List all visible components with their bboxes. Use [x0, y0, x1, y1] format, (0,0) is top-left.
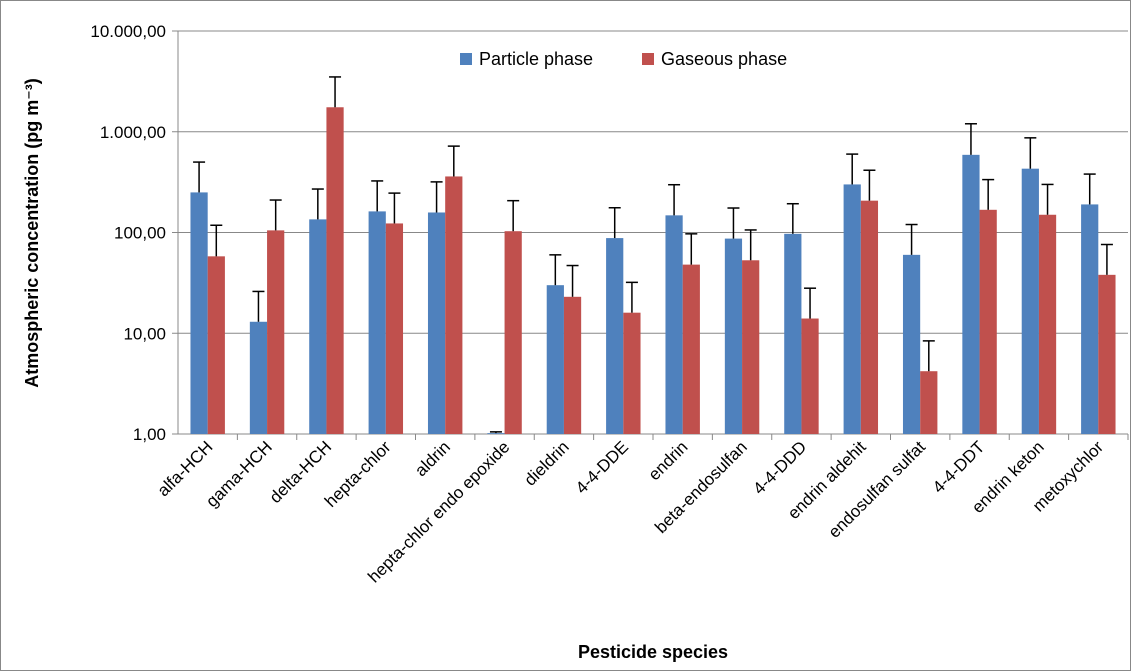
bar	[546, 285, 564, 434]
bar	[563, 296, 582, 434]
bar	[1081, 204, 1099, 434]
bar	[724, 238, 743, 434]
bar	[427, 212, 446, 434]
y-axis-title: Atmospheric concentration (pg m⁻³)	[22, 78, 42, 388]
y-tick-label: 100,00	[114, 224, 166, 243]
bar	[920, 371, 938, 434]
bar	[190, 192, 208, 434]
bar	[368, 211, 386, 434]
legend-label: Particle phase	[479, 49, 593, 69]
bar	[487, 433, 505, 434]
bar	[267, 230, 285, 434]
bar	[979, 209, 997, 434]
bar	[742, 260, 760, 434]
bar	[385, 223, 404, 434]
y-tick-label: 1,00	[133, 425, 166, 444]
legend-label: Gaseous phase	[661, 49, 787, 69]
bar	[843, 184, 861, 434]
legend-swatch	[642, 53, 654, 65]
bar	[860, 200, 879, 434]
bar	[665, 215, 683, 434]
bar	[902, 254, 921, 434]
bar	[326, 107, 344, 434]
bar	[504, 231, 522, 434]
bar	[1021, 168, 1039, 435]
bar	[682, 264, 700, 434]
bar	[445, 176, 463, 435]
y-tick-label: 10.000,00	[90, 22, 166, 41]
legend-swatch	[460, 53, 472, 65]
bar	[801, 318, 819, 434]
bar	[606, 238, 624, 434]
bar	[309, 219, 327, 434]
bar	[962, 154, 980, 434]
y-tick-label: 1.000,00	[100, 123, 166, 142]
bar	[249, 321, 268, 434]
bar	[623, 312, 641, 434]
bar	[1098, 274, 1116, 434]
bar	[207, 256, 225, 434]
bar	[1038, 214, 1057, 434]
y-tick-label: 10,00	[123, 324, 166, 343]
x-axis-title: Pesticide species	[578, 642, 728, 662]
bar	[784, 233, 802, 434]
